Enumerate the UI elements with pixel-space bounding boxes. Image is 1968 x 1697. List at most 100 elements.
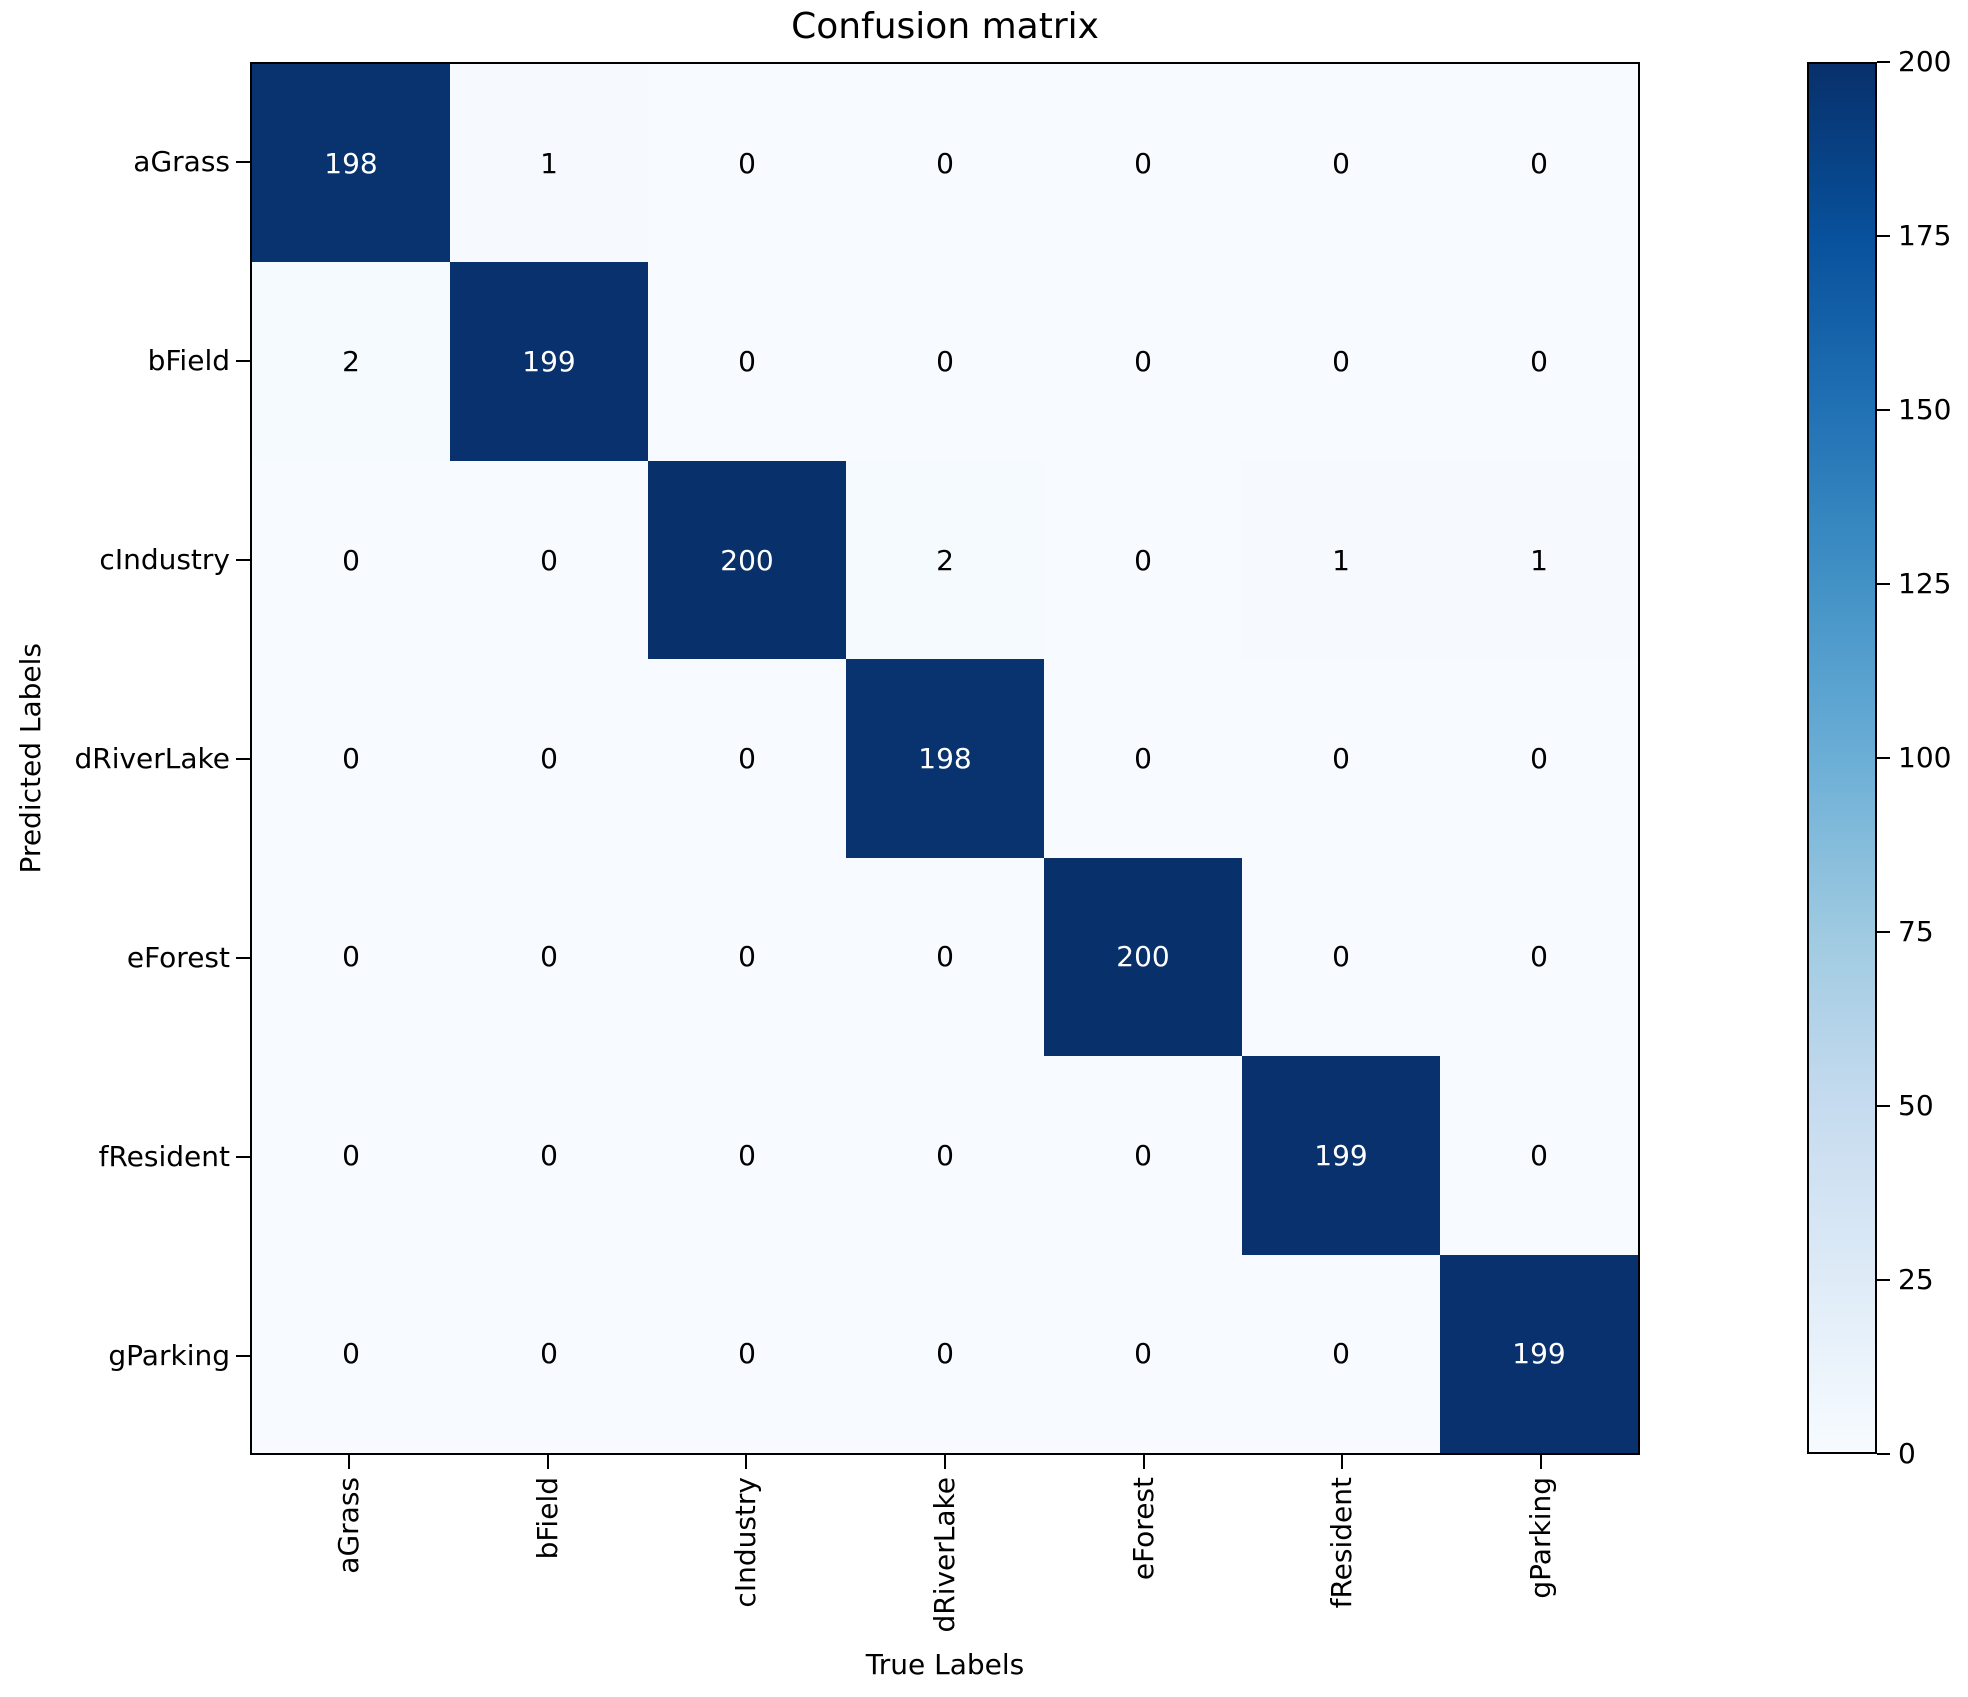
- y-tick-mark: [236, 558, 250, 561]
- matrix-cell: 1: [1440, 460, 1638, 660]
- matrix-cell: 0: [648, 1254, 846, 1453]
- y-tick-mark: [236, 1354, 250, 1357]
- colorbar-tick-mark: [1877, 757, 1890, 759]
- x-tick-mark: [944, 1455, 946, 1469]
- matrix-cell: 0: [1242, 1254, 1440, 1453]
- x-axis-label: True Labels: [865, 1648, 1025, 1681]
- matrix-cell: 0: [450, 659, 648, 858]
- colorbar-tick-mark: [1877, 409, 1890, 411]
- matrix-cell: 198: [846, 659, 1044, 858]
- matrix-cell: 0: [1044, 64, 1242, 263]
- x-tick-label: gParking: [1523, 1477, 1557, 1599]
- x-tick-label: aGrass: [332, 1477, 366, 1574]
- matrix-cell: 0: [1440, 262, 1638, 461]
- matrix-cell: 0: [1044, 460, 1242, 660]
- matrix-cell: 0: [1440, 857, 1638, 1057]
- x-tick-mark: [1341, 1455, 1344, 1469]
- matrix-cell: 0: [252, 1254, 450, 1453]
- colorbar-tick-label: 150: [1898, 393, 1952, 426]
- colorbar: [1807, 62, 1877, 1454]
- y-tick-label: gParking: [108, 1338, 230, 1372]
- matrix-cell: 0: [252, 659, 450, 858]
- y-tick-mark: [236, 757, 250, 760]
- x-tick-label: dRiverLake: [928, 1477, 961, 1633]
- colorbar-tick-mark: [1877, 1453, 1890, 1455]
- matrix-cell: 0: [1440, 1056, 1638, 1255]
- matrix-cell: 200: [648, 460, 846, 660]
- y-tick-label: fResident: [98, 1139, 230, 1173]
- matrix-cell: 0: [648, 1056, 846, 1255]
- colorbar-tick-label: 100: [1898, 741, 1952, 774]
- colorbar-tick-label: 175: [1898, 219, 1952, 252]
- matrix-cell: 1: [1242, 460, 1440, 660]
- matrix-cell: 0: [252, 460, 450, 660]
- matrix-cell: 0: [1242, 659, 1440, 858]
- matrix-cell: 0: [450, 1056, 648, 1255]
- matrix-cell: 0: [1044, 1254, 1242, 1453]
- colorbar-tick-mark: [1877, 61, 1890, 63]
- x-tick-label: eForest: [1126, 1477, 1160, 1581]
- matrix-cell: 0: [450, 460, 648, 660]
- matrix-cell: 200: [1044, 857, 1242, 1057]
- matrix-cell: 0: [252, 1056, 450, 1255]
- x-tick-label: bField: [530, 1477, 564, 1560]
- colorbar-tick-label: 50: [1898, 1089, 1934, 1122]
- matrix-cell: 0: [1044, 262, 1242, 461]
- matrix-cell: 0: [252, 857, 450, 1057]
- colorbar-tick-label: 25: [1898, 1263, 1934, 1296]
- colorbar-tick-mark: [1877, 931, 1890, 933]
- matrix-cell: 0: [1440, 659, 1638, 858]
- matrix-cell: 0: [846, 1056, 1044, 1255]
- matrix-cell: 0: [648, 64, 846, 263]
- x-tick-label: cIndustry: [729, 1477, 763, 1608]
- matrix-cell: 0: [1242, 64, 1440, 263]
- y-tick-mark: [236, 359, 250, 362]
- colorbar-tick-label: 75: [1898, 915, 1934, 948]
- matrix-cell: 0: [846, 262, 1044, 461]
- colorbar-gradient: [1809, 64, 1875, 1452]
- matrix-cell: 0: [1242, 262, 1440, 461]
- colorbar-tick-label: 0: [1898, 1437, 1916, 1470]
- matrix-cell: 0: [450, 1254, 648, 1453]
- matrix-cell: 1: [450, 64, 648, 263]
- x-tick-mark: [546, 1455, 549, 1469]
- y-tick-mark: [236, 956, 250, 959]
- y-tick-label: aGrass: [133, 144, 230, 178]
- y-tick-mark: [236, 160, 250, 163]
- matrix-cell: 0: [1242, 857, 1440, 1057]
- y-tick-label: dRiverLake: [74, 741, 230, 775]
- matrix-cell: 199: [450, 262, 648, 461]
- x-tick-mark: [1142, 1455, 1145, 1469]
- chart-title: Confusion matrix: [791, 6, 1099, 47]
- heatmap-plot: 198 1 0 0 0 0 0 2 199 0 0 0 0 0 0 0 200 2 0 1 1 0 0 0 198 0 0 0 0 0 0 0…: [250, 62, 1640, 1455]
- heatmap-grid: 198 1 0 0 0 0 0 2 199 0 0 0 0 0 0 0 200 2 0 1 1 0 0 0 198 0 0 0 0 0 0 0…: [252, 64, 1638, 1453]
- y-tick-mark: [236, 1155, 250, 1158]
- matrix-cell: 0: [648, 262, 846, 461]
- matrix-cell: 2: [846, 460, 1044, 660]
- colorbar-tick-mark: [1877, 583, 1890, 585]
- x-tick-mark: [1539, 1455, 1542, 1469]
- colorbar-tick-mark: [1877, 1279, 1890, 1281]
- x-tick-label: fResident: [1325, 1477, 1359, 1609]
- y-tick-label: cIndustry: [99, 542, 230, 576]
- matrix-cell: 0: [648, 659, 846, 858]
- matrix-cell: 0: [1440, 64, 1638, 263]
- y-tick-label: eForest: [126, 940, 230, 974]
- colorbar-tick-mark: [1877, 1105, 1890, 1107]
- matrix-cell: 0: [1044, 659, 1242, 858]
- x-tick-mark: [745, 1455, 748, 1469]
- x-tick-mark: [348, 1455, 351, 1469]
- matrix-cell: 199: [1242, 1056, 1440, 1255]
- matrix-cell: 0: [648, 857, 846, 1057]
- matrix-cell: 0: [846, 64, 1044, 263]
- matrix-cell: 198: [252, 64, 450, 263]
- matrix-cell: 2: [252, 262, 450, 461]
- colorbar-tick-label: 125: [1898, 567, 1952, 600]
- y-tick-label: bField: [147, 343, 230, 377]
- matrix-cell: 199: [1440, 1254, 1638, 1453]
- matrix-cell: 0: [450, 857, 648, 1057]
- matrix-cell: 0: [1044, 1056, 1242, 1255]
- matrix-cell: 0: [846, 857, 1044, 1057]
- colorbar-tick-mark: [1877, 235, 1890, 237]
